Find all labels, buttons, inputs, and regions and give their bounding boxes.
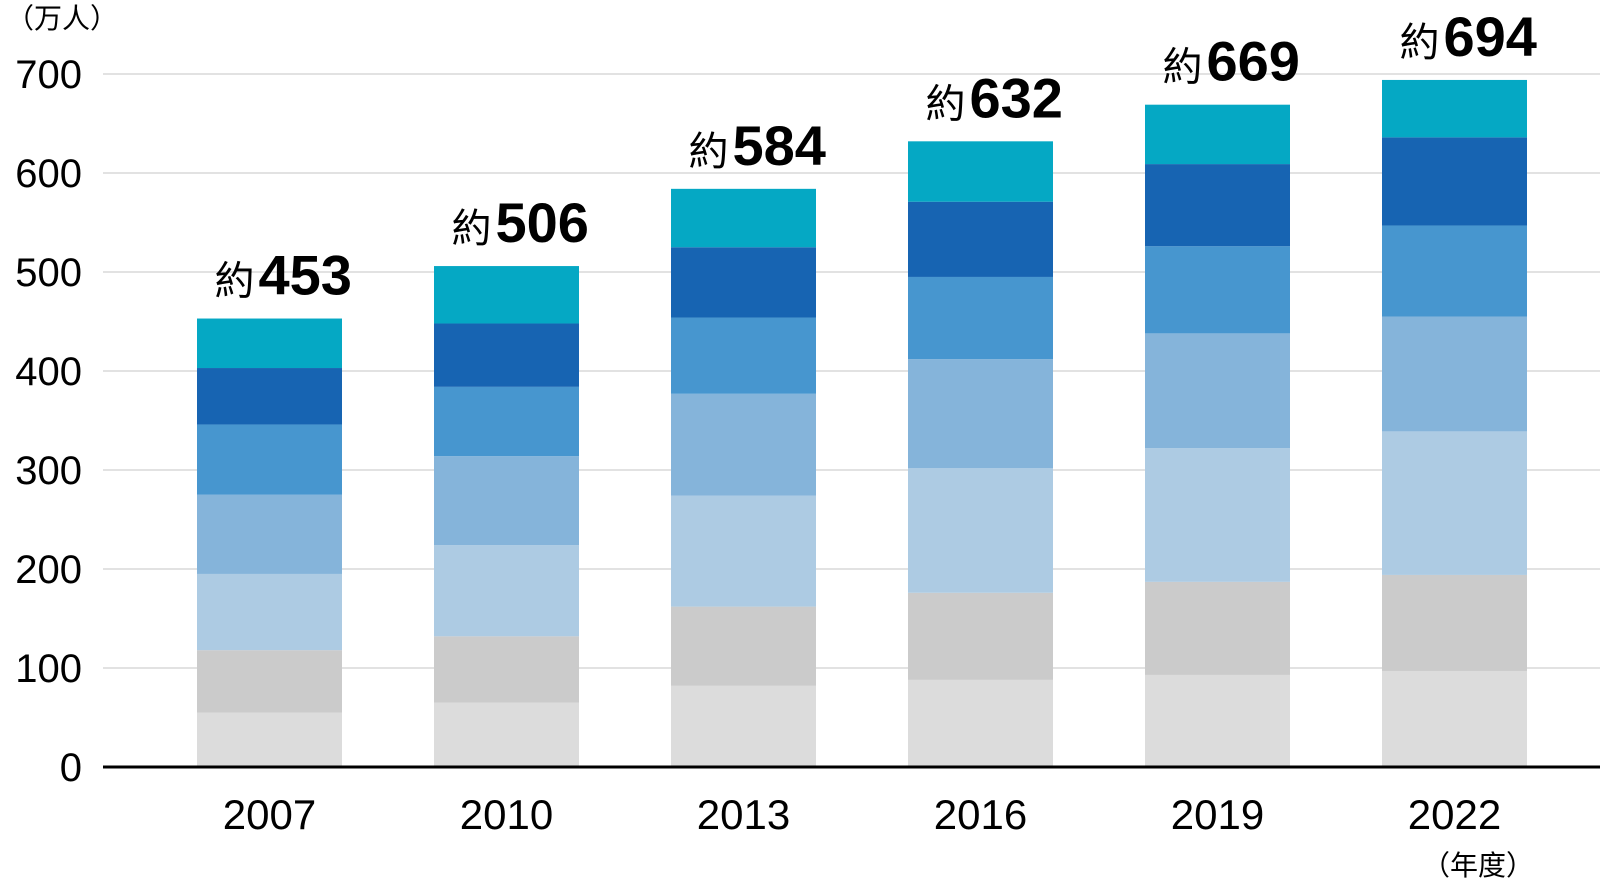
y-axis-ticks: 0 100 200 300 400 500 600 700 (15, 53, 82, 790)
gridlines (103, 73, 1600, 669)
bar-segment (434, 386, 579, 457)
bar-segment (197, 573, 342, 651)
bars (197, 79, 1527, 767)
total-prefix-label: 約 (1163, 45, 1203, 91)
x-unit-label: （年度） (1422, 849, 1534, 882)
bar-segment (1382, 137, 1527, 226)
bar-segment (1145, 448, 1290, 582)
bar-segment (1145, 674, 1290, 767)
bar-segment (434, 636, 579, 703)
bar-segment (908, 468, 1053, 593)
bar-segment (908, 141, 1053, 202)
y-tick-label: 0 (60, 746, 82, 790)
y-tick-label: 400 (15, 350, 82, 394)
bar-segment (908, 592, 1053, 680)
bar-segment (1145, 333, 1290, 449)
bar-segment (434, 702, 579, 767)
total-value-label: 669 (1207, 30, 1300, 93)
bar-segment (671, 393, 816, 496)
bar-segment (1145, 581, 1290, 675)
bar-segment (908, 359, 1053, 469)
y-tick-label: 100 (15, 647, 82, 691)
y-tick-label: 500 (15, 251, 82, 295)
x-tick-label: 2010 (460, 791, 553, 838)
bar-segment (1382, 225, 1527, 317)
bar-segment (197, 368, 342, 425)
y-tick-label: 700 (15, 53, 82, 97)
bar-segment (671, 685, 816, 767)
bar-segment (671, 247, 816, 318)
bar-segment (1145, 164, 1290, 247)
y-unit-label: （万人） (6, 2, 118, 35)
bar-segment (671, 317, 816, 394)
bar-segment (434, 545, 579, 637)
x-tick-label: 2013 (697, 791, 790, 838)
total-prefix-label: 約 (452, 206, 492, 252)
bar-segment (197, 424, 342, 495)
y-tick-label: 300 (15, 449, 82, 493)
total-value-label: 632 (970, 66, 1063, 129)
x-axis-ticks: 2007 2010 2013 2016 2019 2022 (223, 791, 1501, 838)
x-tick-label: 2016 (934, 791, 1027, 838)
bar-segment (908, 276, 1053, 360)
total-prefix-label: 約 (926, 81, 966, 127)
bar-segment (671, 495, 816, 607)
y-tick-label: 200 (15, 548, 82, 592)
bar-segment (197, 318, 342, 369)
bar-segment (434, 456, 579, 546)
total-prefix-label: 約 (215, 259, 255, 305)
bar-segment (671, 188, 816, 248)
total-prefix-label: 約 (1400, 20, 1440, 66)
bar-segment (671, 606, 816, 686)
bar-segment (908, 679, 1053, 767)
total-value-label: 453 (259, 244, 352, 307)
total-prefix-label: 約 (689, 129, 729, 175)
bar-segment (197, 650, 342, 713)
bar-segment (197, 712, 342, 767)
bar-segment (908, 201, 1053, 277)
total-value-label: 506 (496, 191, 589, 254)
y-tick-label: 600 (15, 152, 82, 196)
x-tick-label: 2019 (1171, 791, 1264, 838)
bar-segment (1382, 670, 1527, 767)
x-tick-label: 2022 (1408, 791, 1501, 838)
total-value-label: 584 (733, 114, 826, 177)
bar-segment (1382, 574, 1527, 671)
bar-segment (1382, 431, 1527, 575)
bar-segment (1382, 316, 1527, 432)
bar-segment (1145, 246, 1290, 334)
bar-segment (434, 266, 579, 324)
bar-segment (1145, 104, 1290, 165)
total-value-label: 694 (1444, 5, 1537, 68)
bar-segment (1382, 79, 1527, 138)
bar-segment (197, 494, 342, 574)
x-tick-label: 2007 (223, 791, 316, 838)
bar-segment (434, 323, 579, 387)
